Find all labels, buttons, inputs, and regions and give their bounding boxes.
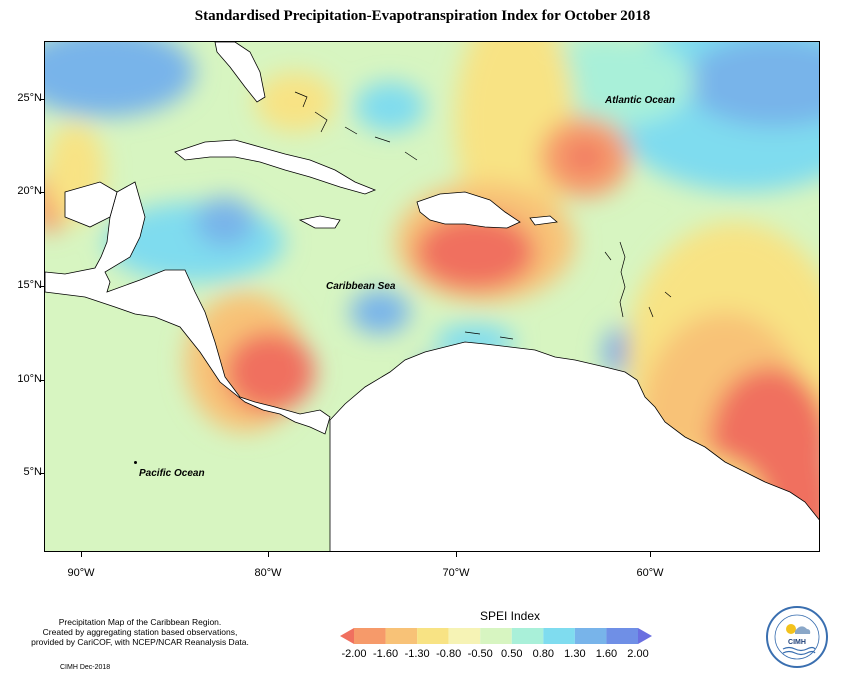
cloud-icon [795, 626, 811, 634]
legend-tick: 2.00 [627, 648, 649, 660]
legend-swatch [606, 628, 638, 644]
footer-line: Created by aggregating station based obs… [42, 627, 238, 637]
spei-field [45, 42, 819, 551]
legend-swatch [417, 628, 449, 644]
legend-swatch [385, 628, 418, 644]
legend-swatch [340, 628, 354, 644]
legend-tick: 0.80 [532, 648, 555, 660]
legend-swatch [574, 628, 607, 644]
legend-swatch [448, 628, 481, 644]
lon-label: 90°W [67, 567, 95, 579]
lat-label: 20°N [17, 185, 42, 197]
wave-icon [782, 646, 816, 652]
label-pacific-ocean: Pacific Ocean [139, 468, 205, 479]
legend-tick: 0.50 [501, 648, 523, 660]
islands [294, 91, 672, 340]
lon-label: 60°W [636, 567, 664, 579]
map-title: Standardised Precipitation-Evapotranspir… [194, 8, 651, 24]
label-caribbean-sea: Caribbean Sea [326, 281, 396, 292]
lon-tick [81, 552, 82, 557]
legend-tick: -2.00 [341, 648, 367, 660]
lat-label: 10°N [17, 373, 42, 385]
lat-tick [40, 286, 44, 287]
footer-credit: CIMH Dec-2018 [60, 664, 111, 671]
legend-title: SPEI Index [479, 609, 541, 623]
lon-tick [456, 552, 457, 557]
lat-tick [40, 99, 44, 100]
cimh-logo: CIMH [766, 606, 828, 668]
lat-tick [40, 380, 44, 381]
land-masses [45, 42, 819, 551]
legend-tick: -0.50 [467, 648, 493, 660]
lat-label: 25°N [17, 92, 42, 104]
location-dot [134, 461, 137, 464]
lat-tick [40, 473, 44, 474]
sun-icon [786, 624, 796, 634]
label-atlantic-ocean: Atlantic Ocean [605, 95, 676, 106]
footer-line: provided by CariCOF, with NCEP/NCAR Rean… [31, 637, 249, 647]
legend-swatch [543, 628, 575, 644]
lat-tick [40, 192, 44, 193]
lon-tick [268, 552, 269, 557]
lat-label: 5°N [23, 466, 42, 478]
legend-tick: 1.30 [564, 648, 586, 660]
legend-tick: -1.60 [373, 648, 399, 660]
footer-description: Precipitation Map of the Caribbean Regio… [20, 617, 260, 647]
lon-tick [650, 552, 651, 557]
legend-swatch [511, 628, 544, 644]
legend-swatch [480, 628, 512, 644]
legend-tick: -1.30 [404, 648, 430, 660]
footer-line: Precipitation Map of the Caribbean Regio… [58, 617, 222, 627]
legend-tick: -0.80 [436, 648, 462, 660]
lon-label: 70°W [442, 567, 470, 579]
legend-swatches [340, 628, 652, 644]
legend-colorbar [340, 628, 652, 644]
lon-label: 80°W [254, 567, 282, 579]
lat-label: 15°N [17, 279, 42, 291]
logo-label: CIMH [788, 639, 806, 646]
legend-swatch [354, 628, 386, 644]
legend-tick: 1.60 [595, 648, 618, 660]
spei-map [44, 41, 820, 552]
legend-swatch [638, 628, 652, 644]
